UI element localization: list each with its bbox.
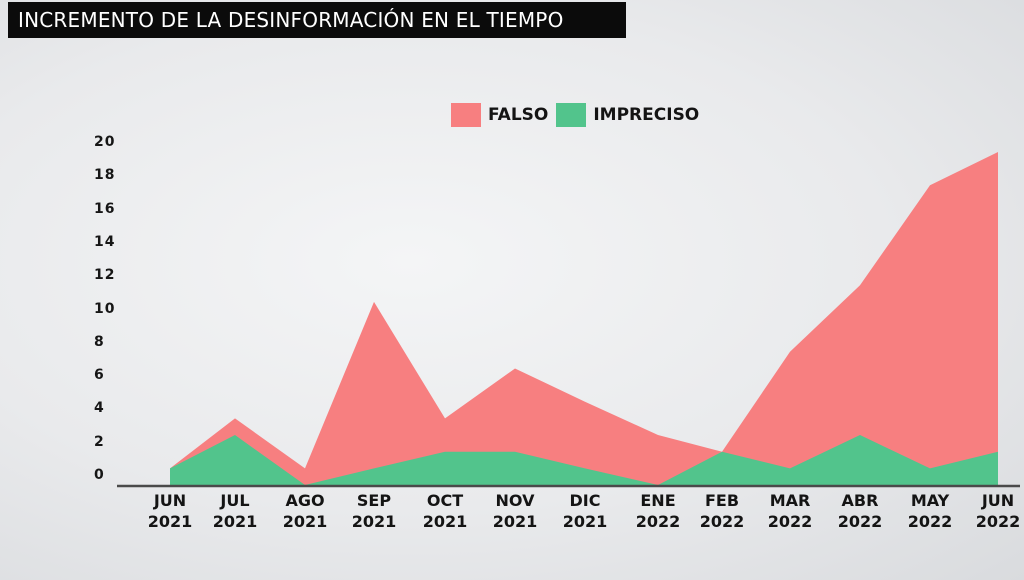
x-tick-label: NOV 2021 [492, 491, 538, 531]
x-tick-label: MAR 2022 [767, 491, 813, 531]
y-tick-label: 2 [94, 433, 105, 450]
y-tick-label: 4 [94, 400, 105, 417]
x-tick-label: JUN 2021 [147, 491, 193, 531]
x-tick-label: OCT 2021 [422, 491, 468, 531]
chart-title: INCREMENTO DE LA DESINFORMACIÓN EN EL TI… [8, 2, 626, 38]
area-impreciso [170, 435, 998, 485]
x-tick-label: JUN 2022 [975, 491, 1021, 531]
legend-label-falso: FALSO [488, 105, 549, 125]
legend-label-impreciso: IMPRECISO [593, 105, 700, 125]
legend: FALSO IMPRECISO [451, 103, 707, 127]
x-tick-label: SEP 2021 [351, 491, 397, 531]
x-tick-label: FEB 2022 [699, 491, 745, 531]
x-tick-label: JUL 2021 [212, 491, 258, 531]
y-tick-label: 20 [94, 134, 116, 150]
y-tick-label: 8 [94, 333, 105, 350]
y-tick-label: 18 [94, 167, 116, 184]
area-falso [170, 152, 998, 485]
y-tick-label: 14 [94, 233, 116, 250]
legend-item-falso: FALSO [451, 103, 548, 127]
legend-item-impreciso: IMPRECISO [556, 103, 699, 127]
y-tick-label: 0 [94, 467, 105, 483]
x-tick-label: ENE 2022 [635, 491, 681, 531]
x-tick-label: ABR 2022 [837, 491, 883, 531]
y-tick-label: 16 [94, 200, 116, 217]
x-tick-label: AGO 2021 [282, 491, 328, 531]
x-tick-label: DIC 2021 [562, 491, 608, 531]
y-tick-label: 12 [94, 267, 116, 284]
legend-swatch-falso [451, 103, 481, 127]
y-tick-label: 10 [94, 300, 116, 317]
x-tick-label: MAY 2022 [907, 491, 953, 531]
y-tick-label: 6 [94, 367, 105, 384]
legend-swatch-impreciso [556, 103, 587, 127]
